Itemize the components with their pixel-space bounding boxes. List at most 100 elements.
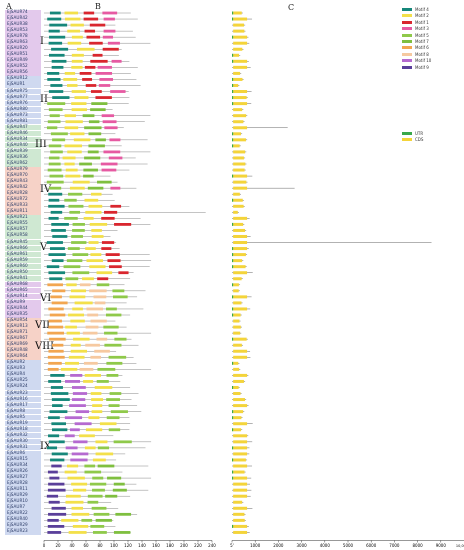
motif-box bbox=[67, 476, 85, 480]
motif-box bbox=[83, 361, 98, 365]
gene-label: EjSAUR42 bbox=[7, 15, 28, 21]
motif-box bbox=[94, 386, 113, 389]
motif-box bbox=[92, 53, 103, 57]
motif-axis-tick-label: 20 bbox=[55, 543, 61, 548]
gene-row: EjSAUR15 bbox=[5, 456, 41, 463]
cds-box bbox=[233, 295, 248, 299]
motif-box bbox=[102, 120, 117, 124]
legend-spacer bbox=[402, 71, 462, 131]
legend-swatch bbox=[402, 131, 412, 135]
motif-box bbox=[48, 29, 60, 33]
motif-box bbox=[64, 17, 81, 21]
motif-box bbox=[52, 138, 66, 142]
cds-box bbox=[233, 512, 245, 516]
cds-box bbox=[233, 464, 248, 468]
motif-box bbox=[95, 440, 108, 444]
motif-box bbox=[104, 126, 118, 130]
gene-row: EjSAUR20 bbox=[5, 45, 41, 52]
motif-box bbox=[65, 325, 77, 329]
cds-box bbox=[233, 283, 239, 287]
motif-box bbox=[88, 241, 99, 244]
utr-box bbox=[232, 90, 234, 94]
gene-label: EjSAUR62 bbox=[7, 160, 28, 165]
motif-box bbox=[111, 59, 122, 63]
motif-box bbox=[96, 337, 108, 341]
cds-box bbox=[233, 216, 248, 220]
motif-box bbox=[51, 398, 70, 401]
gene-row: EjSAUR18 bbox=[5, 426, 41, 433]
motif-box bbox=[106, 398, 120, 401]
motif-box bbox=[103, 17, 115, 21]
legend-item-structure: UTR bbox=[402, 131, 462, 137]
gene-row: EjSAUR32 bbox=[5, 432, 41, 439]
motif-box bbox=[67, 464, 79, 468]
motif-box bbox=[49, 11, 61, 15]
utr-box bbox=[232, 59, 234, 63]
motif-box bbox=[102, 11, 118, 15]
motif-box bbox=[84, 446, 96, 450]
motif-box bbox=[83, 174, 94, 178]
motif-box bbox=[71, 482, 88, 486]
cds-box bbox=[233, 404, 248, 408]
motif-box bbox=[48, 198, 60, 202]
utr-box bbox=[232, 174, 234, 178]
gene-label: EjSAUR29 bbox=[7, 492, 28, 498]
motif-box bbox=[47, 120, 61, 124]
motif-box bbox=[69, 404, 86, 407]
cds-box bbox=[233, 470, 245, 474]
gene-row: EjSAUR28 bbox=[5, 190, 41, 197]
group-label: VI bbox=[40, 292, 52, 304]
motif-box bbox=[70, 343, 81, 347]
motif-box bbox=[97, 277, 109, 281]
gene-row: EjSAUR42 bbox=[5, 15, 41, 22]
motif-box bbox=[48, 253, 66, 256]
gene-axis-tick-label: 1000 bbox=[250, 543, 261, 548]
motif-box bbox=[91, 398, 104, 401]
motif-box bbox=[106, 416, 120, 420]
motif-box bbox=[50, 374, 65, 377]
motif-box bbox=[101, 216, 115, 220]
motif-box bbox=[83, 17, 99, 21]
gene-label: EjSAUR2 bbox=[7, 359, 26, 365]
gene-row: EjSAUR4 bbox=[5, 371, 41, 378]
gene-row: EjSAUR59 bbox=[5, 257, 41, 264]
motif-box bbox=[48, 482, 65, 486]
gene-label: EjSAUR27 bbox=[7, 474, 28, 480]
motif-box bbox=[50, 386, 63, 389]
gene-row: EjSAUR27 bbox=[5, 474, 41, 481]
cds-box bbox=[233, 228, 246, 232]
legend-swatch bbox=[402, 138, 412, 142]
motif-box bbox=[108, 428, 121, 432]
motif-box bbox=[82, 331, 98, 335]
gene-label-column: EjSAUR74 EjSAUR42 EjSAUR38 EjSAUR53 EjSAUR78… bbox=[5, 9, 54, 540]
gene-row: EjSAUR30 bbox=[5, 438, 41, 445]
motif-box bbox=[48, 380, 62, 383]
gene-label: EjSAUR58 bbox=[7, 232, 28, 238]
motif-box bbox=[70, 289, 87, 293]
motif-box bbox=[51, 229, 66, 232]
motif-box bbox=[91, 410, 103, 414]
motif-box bbox=[95, 138, 106, 142]
gene-axis-tick-label: 9000 bbox=[436, 543, 447, 548]
motif-box bbox=[71, 398, 86, 401]
gene-row: EjSAUR49 bbox=[5, 57, 41, 64]
cds-box bbox=[233, 458, 246, 462]
motif-box bbox=[115, 512, 132, 516]
motif-box bbox=[67, 84, 78, 87]
cds-box bbox=[233, 150, 246, 154]
gene-row: EjSAUR5 bbox=[5, 414, 41, 421]
legend-label: Motif 9 bbox=[415, 64, 429, 70]
motif-box bbox=[87, 494, 103, 498]
legend-swatch bbox=[402, 33, 412, 37]
motif-box bbox=[50, 458, 65, 462]
legend-item-structure: CDS bbox=[402, 137, 462, 143]
motif-box bbox=[46, 494, 59, 498]
gene-axis-tick-label: 7000 bbox=[389, 543, 400, 548]
gene-label: EjSAUR22 bbox=[7, 510, 28, 516]
motif-axis-tick-label: 180 bbox=[166, 543, 174, 548]
motif-box bbox=[84, 65, 96, 69]
motif-box bbox=[46, 446, 58, 450]
utr-box bbox=[232, 361, 234, 365]
cds-box bbox=[233, 476, 248, 480]
motif-box bbox=[50, 84, 63, 87]
